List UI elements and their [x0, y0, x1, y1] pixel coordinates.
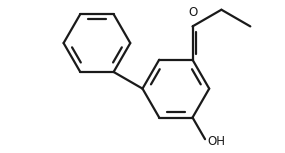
Text: O: O	[188, 6, 197, 19]
Text: OH: OH	[207, 135, 225, 148]
